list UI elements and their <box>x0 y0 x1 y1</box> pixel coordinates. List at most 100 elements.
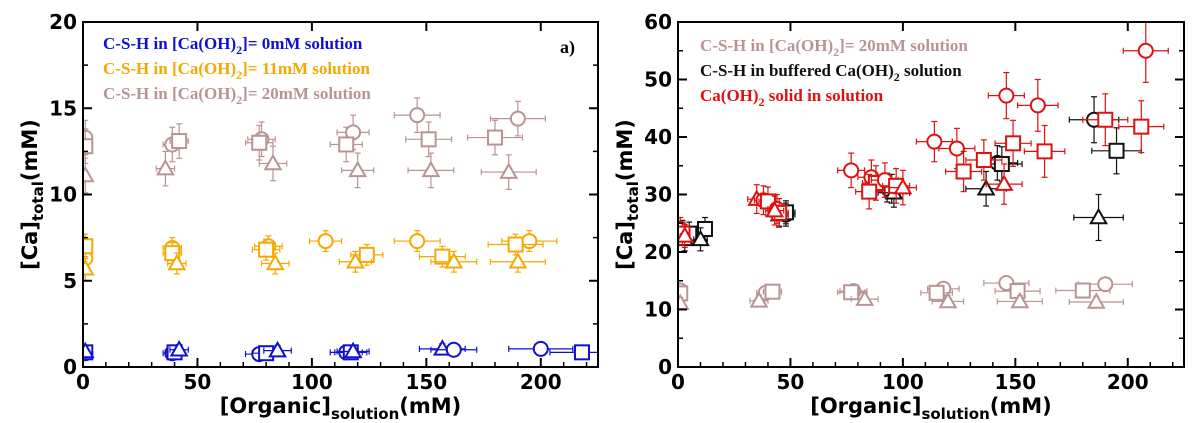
data-point <box>430 341 478 358</box>
data-point <box>749 291 769 308</box>
data-point <box>341 152 375 189</box>
data-point <box>850 289 879 306</box>
y-tick-label: 10 <box>49 183 77 207</box>
y-tick-label: 40 <box>644 125 672 149</box>
data-point <box>430 250 478 273</box>
legend-entry: C-S-H in [Ca(OH)2]= 20mM solution <box>103 84 371 107</box>
data-point <box>1023 124 1066 178</box>
y-tick-label: 15 <box>49 96 77 120</box>
data-point <box>762 283 783 300</box>
chart-panel-left: 0 50 100 150 200 0 5 10 15 20 C-S-H in [Ca(OH)2]=… <box>18 10 599 423</box>
legend-entry: C-S-H in [Ca(OH)2]= 11mM solution <box>103 59 370 82</box>
data-point <box>1016 78 1059 132</box>
x-tick-label: 150 <box>405 370 447 394</box>
x-axis-title-left: [Organic]solution(mM) <box>220 394 462 423</box>
x-axis-title-unit: (mM) <box>399 394 461 418</box>
legend-entry: C-S-H in [Ca(OH)2]= 20mM solution <box>700 36 968 59</box>
data-point <box>407 152 455 189</box>
y-axis-title-left: [Ca]total(mM) <box>18 119 47 270</box>
data-point <box>987 71 1025 120</box>
y-tick-label: 5 <box>63 269 77 293</box>
data-point <box>405 121 453 158</box>
x-tick-label: 100 <box>291 370 333 394</box>
data-point <box>938 127 976 170</box>
x-axis-title-sub: solution <box>331 405 399 423</box>
x-axis-title-main: [Organic] <box>810 394 921 418</box>
data-point <box>1118 100 1165 154</box>
data-point <box>691 227 710 252</box>
data-point <box>678 223 695 248</box>
data-point <box>1122 22 1169 83</box>
x-tick-label: 100 <box>882 370 924 394</box>
data-point <box>965 139 1003 181</box>
y-axis-title-main: [Ca] <box>613 221 637 270</box>
data-point <box>336 341 370 359</box>
data-point <box>920 284 953 301</box>
data-point <box>83 157 95 194</box>
data-point <box>244 124 274 161</box>
data-point <box>915 120 953 163</box>
data-point <box>487 233 544 256</box>
data-point <box>1091 127 1142 175</box>
data-point <box>169 340 189 357</box>
y-tick-label: 60 <box>644 10 672 34</box>
data-point <box>260 252 290 275</box>
data-point <box>162 242 183 265</box>
data-point <box>263 340 292 358</box>
data-marks-right <box>678 22 1169 310</box>
y-axis-title-sub: total <box>29 181 47 221</box>
data-point <box>945 150 983 193</box>
y-tick-label: 30 <box>644 183 672 207</box>
legend-entry: Ca(OH)2 solid in solution <box>700 86 884 109</box>
data-point <box>338 250 372 273</box>
x-axis-title-main: [Organic] <box>220 394 331 418</box>
ticks-left: 0 50 100 150 200 0 5 10 15 20 <box>49 10 598 394</box>
data-point <box>931 291 965 309</box>
x-tick-label: 0 <box>671 370 685 394</box>
y-axis-title-sub: total <box>624 181 642 221</box>
data-point <box>393 97 441 133</box>
x-axis-title-unit: (mM) <box>990 394 1052 418</box>
data-point <box>837 152 866 189</box>
x-tick-label: 50 <box>777 370 805 394</box>
data-point <box>489 250 546 273</box>
data-marks-left <box>83 97 598 363</box>
x-tick-label: 150 <box>994 370 1036 394</box>
x-axis-title-sub: solution <box>921 405 989 423</box>
data-point <box>489 100 546 137</box>
legend-entry: C-S-H in buffered Ca(OH)2 solution <box>700 61 962 84</box>
x-tick-label: 0 <box>76 370 90 394</box>
data-point <box>888 169 917 206</box>
x-axis-title-right: [Organic]solution(mM) <box>810 394 1052 423</box>
data-point <box>466 119 524 156</box>
data-point <box>994 119 1032 167</box>
data-point <box>167 252 187 275</box>
data-point <box>258 145 288 182</box>
data-point <box>329 126 363 163</box>
data-point <box>837 284 866 301</box>
y-axis-title-right: [Ca]total(mM) <box>613 119 642 270</box>
data-point <box>480 154 537 190</box>
y-tick-label: 20 <box>49 10 77 34</box>
y-tick-label: 50 <box>644 68 672 92</box>
legend-entry: C-S-H in [Ca(OH)2]= 0mM solution <box>103 34 363 57</box>
data-point <box>985 163 1023 205</box>
data-point <box>1068 292 1124 309</box>
data-point <box>765 195 785 226</box>
data-point <box>549 344 598 361</box>
data-point <box>418 245 466 268</box>
y-tick-label: 0 <box>658 355 672 379</box>
data-point <box>996 291 1043 309</box>
y-axis-title-unit: (mM) <box>613 119 637 181</box>
data-point <box>1055 282 1111 299</box>
y-axis-title-unit: (mM) <box>18 119 42 181</box>
data-point <box>309 230 343 253</box>
x-tick-label: 200 <box>520 370 562 394</box>
data-point <box>508 340 574 357</box>
panel-label: a) <box>560 37 575 58</box>
y-tick-label: 0 <box>63 355 77 379</box>
y-axis-title-main: [Ca] <box>18 221 42 270</box>
